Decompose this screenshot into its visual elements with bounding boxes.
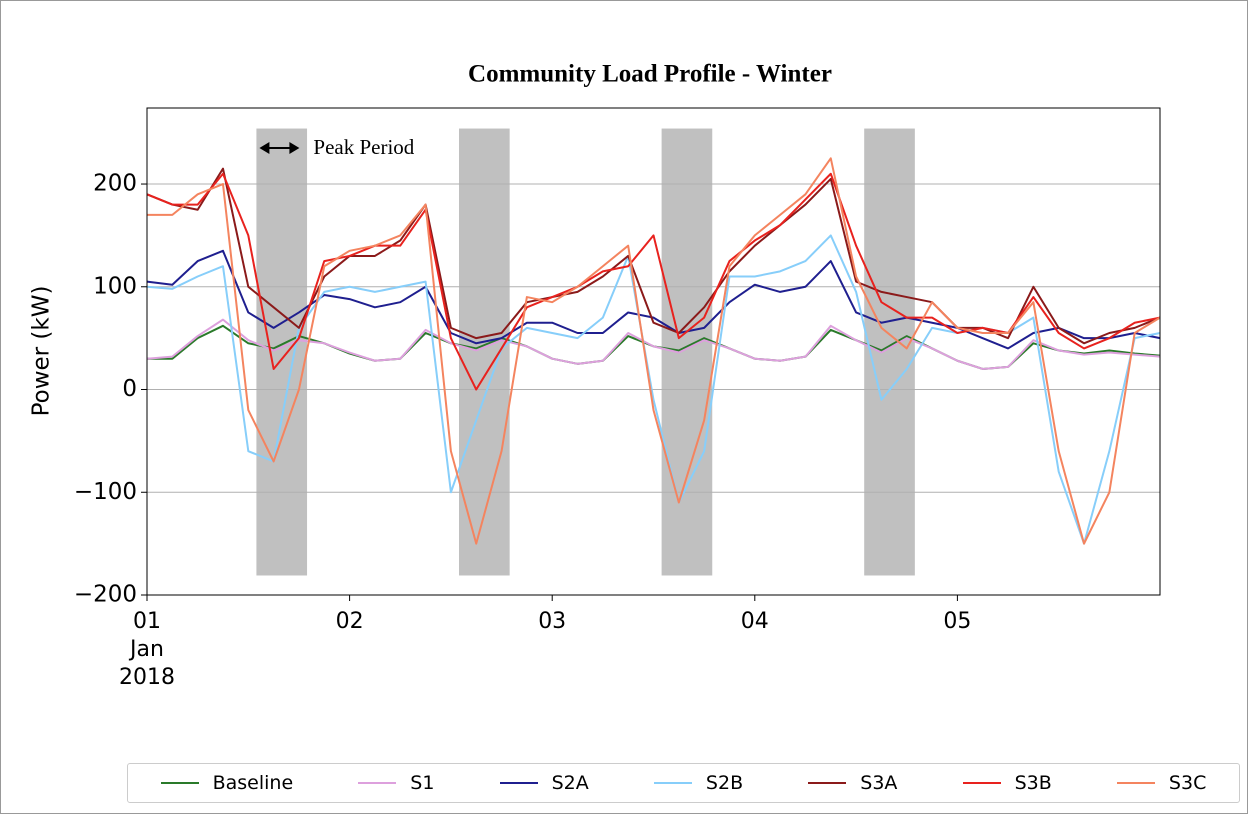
legend-swatch [653, 782, 692, 784]
legend-swatch [160, 782, 199, 784]
legend-item: S2A [499, 772, 589, 794]
legend-item: Baseline [160, 772, 294, 794]
x-tick-label: 05 [943, 609, 972, 634]
legend: Baseline S1 S2A S2B S3A S3B S3C [127, 763, 1240, 803]
legend-swatch [962, 782, 1001, 784]
x-tick-label: 02 [335, 609, 364, 634]
legend-label: S3C [1168, 772, 1207, 794]
x-tick-label: 04 [740, 609, 769, 634]
y-axis-label: Power (kW) [29, 286, 55, 417]
legend-label: S2A [551, 772, 589, 794]
x-tick-label: 01 Jan 2018 [119, 609, 175, 690]
legend-label: S3B [1014, 772, 1052, 794]
legend-swatch [808, 782, 847, 784]
series-line [146, 318, 1161, 370]
peak-period [864, 128, 915, 576]
plot-area: −200 −100 0 100 200 Peak Period [74, 107, 1161, 608]
y-tick-label: 200 [93, 171, 137, 197]
annotation-text: Peak Period [313, 135, 414, 159]
legend-item: S2B [653, 772, 744, 794]
axes-frame [146, 107, 1161, 596]
y-tick-label: −100 [74, 479, 137, 505]
annotation-arrowhead [259, 142, 300, 154]
legend-swatch [1116, 782, 1155, 784]
legend-item: S3A [808, 772, 897, 794]
y-tick-label: −200 [74, 582, 137, 608]
legend-label: S1 [410, 772, 435, 794]
legend-label: S3A [860, 772, 898, 794]
legend-item: S3C [1116, 772, 1207, 794]
legend-swatch [358, 782, 397, 784]
y-tick-label: 100 [93, 273, 137, 299]
legend-item: S1 [358, 772, 434, 794]
y-tick-label: 0 [122, 376, 137, 402]
x-tick-label: 03 [538, 609, 567, 634]
series-line [147, 157, 1161, 545]
chart-title: Community Load Profile - Winter [468, 61, 832, 88]
series-line [146, 172, 1161, 391]
legend-swatch [499, 782, 538, 784]
series-line [146, 167, 1161, 345]
peak-period [256, 128, 308, 576]
peak-period [661, 128, 713, 576]
legend-item: S3B [962, 772, 1052, 794]
legend-label: S2B [705, 772, 744, 794]
series-line [146, 249, 1161, 350]
legend-label: Baseline [212, 772, 294, 794]
